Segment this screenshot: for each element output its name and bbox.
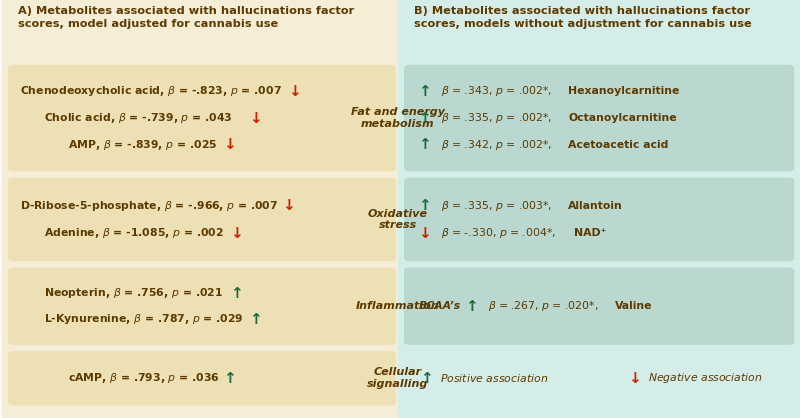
Text: Octanoylcarnitine: Octanoylcarnitine [568,113,677,123]
Text: L-Kynurenine, $\mathit{\beta}$ = .787, $\mathit{p}$ = .029: L-Kynurenine, $\mathit{\beta}$ = .787, $… [44,312,243,326]
Text: ↑: ↑ [418,198,431,213]
Text: $\mathit{Negative\ association}$: $\mathit{Negative\ association}$ [648,371,762,385]
FancyBboxPatch shape [8,268,396,345]
Text: ↓: ↓ [249,111,262,125]
Text: ↑: ↑ [418,137,431,152]
FancyBboxPatch shape [2,0,402,418]
Text: $\mathit{\beta}$ = .335, $\mathit{p}$ = .003*,: $\mathit{\beta}$ = .335, $\mathit{p}$ = … [441,199,553,212]
Text: Chenodeoxycholic acid, $\mathit{\beta}$ = -.823, $\mathit{p}$ = .007: Chenodeoxycholic acid, $\mathit{\beta}$ … [20,84,282,98]
FancyBboxPatch shape [398,0,800,418]
Text: ↓: ↓ [222,137,235,152]
Text: Cellular
signalling: Cellular signalling [367,367,428,389]
Text: $\mathit{\beta}$ = .343, $\mathit{p}$ = .002*,: $\mathit{\beta}$ = .343, $\mathit{p}$ = … [441,84,553,98]
FancyBboxPatch shape [404,65,794,171]
Text: ↓: ↓ [418,226,431,241]
FancyBboxPatch shape [8,178,396,261]
FancyBboxPatch shape [8,351,396,405]
Text: BCAA’s: BCAA’s [418,301,461,311]
Text: $\mathit{\beta}$ = -.330, $\mathit{p}$ = .004*,: $\mathit{\beta}$ = -.330, $\mathit{p}$ =… [441,227,557,240]
Text: cAMP, $\mathit{\beta}$ = .793, $\mathit{p}$ = .036: cAMP, $\mathit{\beta}$ = .793, $\mathit{… [68,371,220,385]
Text: A) Metabolites associated with hallucinations factor
scores, model adjusted for : A) Metabolites associated with hallucina… [18,6,354,29]
Text: AMP, $\mathit{\beta}$ = -.839, $\mathit{p}$ = .025: AMP, $\mathit{\beta}$ = -.839, $\mathit{… [68,138,218,152]
Text: Fat and energy
metabolism: Fat and energy metabolism [350,107,445,129]
Text: ↓: ↓ [628,371,641,386]
Text: $\mathit{Positive\ association}$: $\mathit{Positive\ association}$ [440,372,548,384]
Text: Oxidative
stress: Oxidative stress [368,209,428,230]
Text: D-Ribose-5-phosphate, $\mathit{\beta}$ = -.966, $\mathit{p}$ = .007: D-Ribose-5-phosphate, $\mathit{\beta}$ =… [20,199,278,212]
Text: Valine: Valine [615,301,653,311]
Text: Allantoin: Allantoin [568,201,623,211]
Text: ↓: ↓ [282,198,294,213]
FancyBboxPatch shape [8,65,396,171]
Text: Acetoacetic acid: Acetoacetic acid [568,140,669,150]
FancyBboxPatch shape [404,178,794,261]
Text: ↓: ↓ [288,84,301,99]
Text: NAD⁺: NAD⁺ [574,228,606,238]
Text: ↑: ↑ [249,311,262,326]
Text: B) Metabolites associated with hallucinations factor
scores, models without adju: B) Metabolites associated with hallucina… [414,6,751,29]
Text: ↑: ↑ [230,286,243,301]
Text: ↑: ↑ [418,111,431,125]
Text: Cholic acid, $\mathit{\beta}$ = -.739, $\mathit{p}$ = .043: Cholic acid, $\mathit{\beta}$ = -.739, $… [44,111,233,125]
FancyBboxPatch shape [404,268,794,345]
Text: ↑: ↑ [465,299,478,314]
Text: $\mathit{\beta}$ = .335, $\mathit{p}$ = .002*,: $\mathit{\beta}$ = .335, $\mathit{p}$ = … [441,111,553,125]
Text: ↑: ↑ [420,371,433,386]
Text: Neopterin, $\mathit{\beta}$ = .756, $\mathit{p}$ = .021: Neopterin, $\mathit{\beta}$ = .756, $\ma… [44,286,223,300]
Text: $\mathit{\beta}$ = .342, $\mathit{p}$ = .002*,: $\mathit{\beta}$ = .342, $\mathit{p}$ = … [441,138,553,152]
Text: Inflammation: Inflammation [356,301,439,311]
Text: ↑: ↑ [418,84,431,99]
Text: $\mathit{\beta}$ = .267, $\mathit{p}$ = .020*,: $\mathit{\beta}$ = .267, $\mathit{p}$ = … [487,299,599,313]
Text: ↓: ↓ [230,226,243,241]
Text: Hexanoylcarnitine: Hexanoylcarnitine [568,87,679,97]
Text: Adenine, $\mathit{\beta}$ = -1.085, $\mathit{p}$ = .002: Adenine, $\mathit{\beta}$ = -1.085, $\ma… [44,227,224,240]
Text: ↑: ↑ [222,371,235,386]
